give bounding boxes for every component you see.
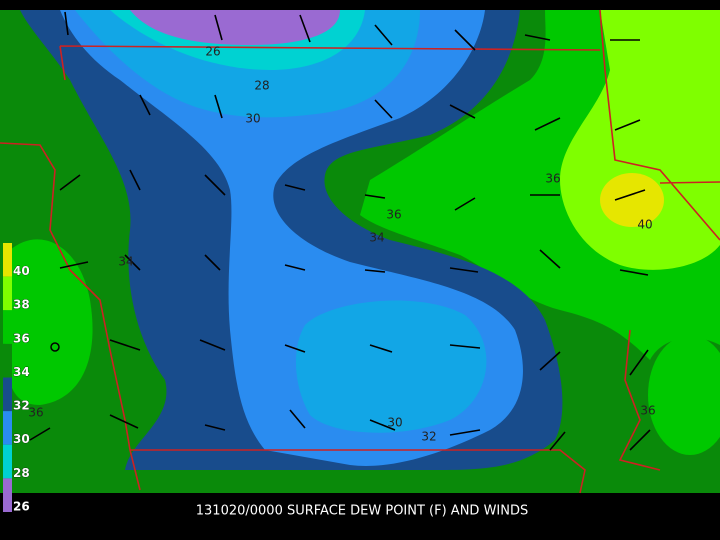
contour-label: 28 [254, 79, 269, 93]
wind-barbs [29, 11, 651, 451]
fill-36 [5, 239, 93, 405]
dew-point-field [0, 10, 720, 493]
contour-label: 36 [386, 208, 401, 222]
contour-label: 26 [205, 45, 220, 59]
fill-36 [648, 335, 720, 455]
state-borders [0, 9, 720, 494]
legend-swatch [3, 478, 12, 512]
legend-label: 34 [13, 365, 30, 379]
contour-label: 32 [421, 430, 436, 444]
legend-label: 40 [13, 264, 30, 278]
legend-label: 38 [13, 298, 30, 312]
legend-swatch [3, 276, 12, 311]
map-title: 131020/0000 SURFACE DEW POINT (F) AND WI… [196, 504, 529, 519]
contour-label: 36 [545, 172, 560, 186]
legend-swatch [3, 377, 12, 412]
legend-swatch [3, 310, 12, 344]
legend-swatch [3, 411, 12, 445]
color-legend: 40 38 36 34 32 30 28 26 [3, 243, 30, 514]
legend-swatch [3, 444, 12, 479]
fill-38 [560, 10, 720, 270]
fill-26 [130, 10, 340, 45]
contour-labels: 26 28 30 34 34 36 36 40 36 30 32 36 [28, 45, 655, 444]
legend-label: 32 [13, 399, 30, 413]
fill-40 [600, 173, 664, 227]
calm-wind [50, 342, 60, 352]
contour-label: 36 [28, 406, 43, 420]
legend-label: 36 [13, 331, 30, 345]
legend-swatch [3, 343, 12, 378]
contour-label: 34 [118, 255, 133, 269]
contour-label: 34 [369, 231, 384, 245]
legend-label: 30 [13, 432, 30, 446]
legend-swatch [3, 243, 12, 277]
contour-label: 30 [245, 112, 260, 126]
contour-label: 30 [387, 416, 402, 430]
contour-label: 40 [637, 218, 652, 232]
legend-label: 26 [13, 499, 30, 513]
fill-28-30 [295, 300, 487, 433]
contour-label: 36 [640, 404, 655, 418]
legend-label: 28 [13, 466, 30, 480]
